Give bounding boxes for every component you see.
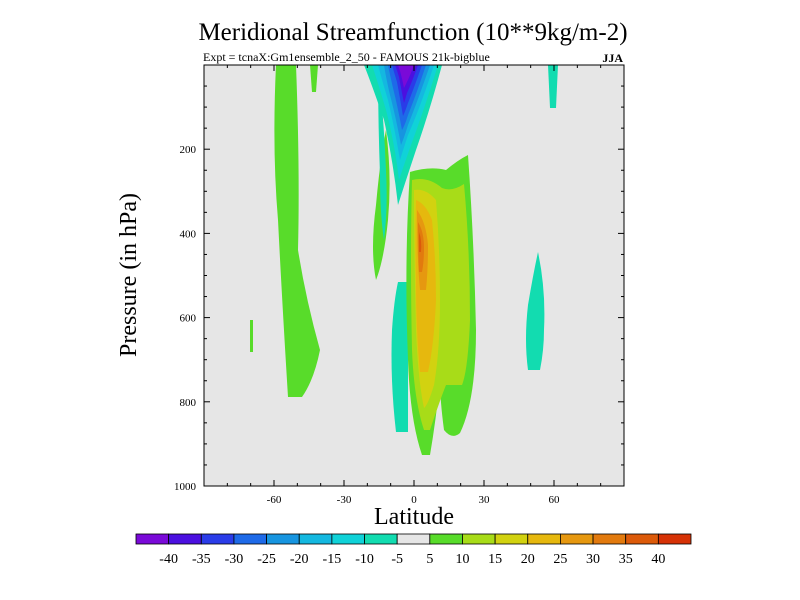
colorbar-swatch — [625, 533, 659, 545]
colorbar-swatch — [396, 533, 431, 545]
y-tick-label: 400 — [180, 228, 197, 240]
colorbar-swatch — [462, 533, 496, 545]
x-tick-label: 60 — [549, 494, 561, 506]
contour-tropics-negative — [391, 282, 408, 432]
colorbar-swatch — [527, 533, 561, 545]
x-axis-ticks: -60 -30 0 30 60 — [203, 65, 625, 506]
colorbar-label: 40 — [651, 552, 665, 567]
colorbar-swatch — [560, 533, 594, 545]
chart-subtitle: Expt = tcnaX:Gm1ensemble_2_50 - FAMOUS 2… — [203, 50, 490, 64]
colorbar-swatch — [331, 533, 365, 545]
y-tick-label: 800 — [180, 397, 197, 409]
y-tick-label: 200 — [180, 144, 197, 156]
colorbar-label: -25 — [257, 552, 276, 567]
season-label: JJA — [602, 51, 623, 65]
colorbar-label: 30 — [586, 552, 600, 567]
x-tick-label: -30 — [337, 494, 352, 506]
colorbar-swatch — [298, 533, 333, 545]
x-tick-label: 0 — [411, 494, 417, 506]
colorbar-label: 35 — [619, 552, 633, 567]
colorbar-swatch — [429, 533, 463, 545]
colorbar-label: -5 — [391, 552, 403, 567]
contour-small-positive-patch-c — [250, 320, 253, 352]
y-tick-label: 1000 — [174, 481, 197, 493]
contour-small-positive-patch-a — [310, 65, 318, 92]
colorbar-swatch — [592, 533, 627, 545]
colorbar-label: -20 — [290, 552, 309, 567]
colorbar-label: -15 — [323, 552, 342, 567]
contour-neg-35 — [395, 65, 418, 103]
contour-northern-negative-top — [548, 65, 558, 108]
y-tick-label: 600 — [180, 313, 197, 325]
colorbar-label: -30 — [225, 552, 244, 567]
colorbar-label: 15 — [488, 552, 502, 567]
colorbar: -40 -35 -30 -25 -20 -15 -10 -5 5 10 15 20 25 30 35 40 — [135, 533, 692, 567]
colorbar-label: -10 — [355, 552, 374, 567]
contour-northern-negative — [526, 252, 545, 370]
x-tick-label: 30 — [479, 494, 491, 506]
x-tick-label: -60 — [267, 494, 282, 506]
contour-pos-35 — [419, 232, 422, 252]
colorbar-swatch — [200, 533, 235, 545]
plot-area: -60 -30 0 30 60 200 400 600 800 1000 — [174, 64, 625, 506]
y-axis-ticks: 200 400 600 800 1000 — [174, 64, 624, 493]
contour-southern-midlat-positive — [274, 65, 320, 397]
contour-fills — [250, 65, 558, 455]
colorbar-swatch — [364, 533, 398, 545]
colorbar-label: 25 — [553, 552, 567, 567]
colorbar-swatch — [135, 533, 170, 545]
colorbar-label: 10 — [455, 552, 469, 567]
colorbar-swatch — [657, 533, 692, 545]
colorbar-label: 5 — [426, 552, 433, 567]
y-axis-label: Pressure (in hPa) — [116, 193, 142, 357]
colorbar-swatch — [168, 533, 202, 545]
contour-neg-40 — [398, 65, 414, 88]
colorbar-label: -35 — [192, 552, 211, 567]
colorbar-label: 20 — [521, 552, 535, 567]
colorbar-swatch — [233, 533, 267, 545]
colorbar-swatch — [266, 533, 300, 545]
x-axis-label: Latitude — [374, 504, 454, 530]
chart-title: Meridional Streamfunction (10**9kg/m-2) — [198, 19, 627, 46]
colorbar-label: -40 — [159, 552, 178, 567]
colorbar-swatch — [494, 533, 529, 545]
